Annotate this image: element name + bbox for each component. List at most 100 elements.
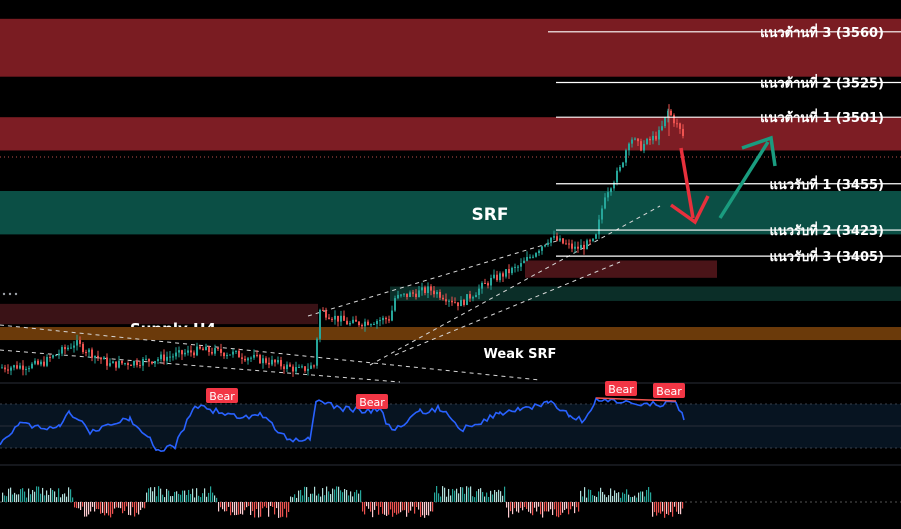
- histogram-bar: [298, 490, 300, 502]
- histogram-bar: [208, 492, 210, 502]
- candle-body: [226, 354, 228, 357]
- histogram-bar: [270, 502, 272, 507]
- candle-body: [298, 366, 300, 368]
- candle-body: [238, 350, 240, 358]
- candle-body: [22, 365, 24, 370]
- candle-body: [397, 294, 399, 299]
- histogram-bar: [314, 486, 316, 502]
- histogram-bar: [502, 495, 504, 502]
- trendline-4: [394, 261, 621, 356]
- candle-body: [181, 350, 183, 355]
- level-label-4: แนวรับที่ 2 (3423): [769, 221, 884, 239]
- candle-body: [286, 364, 288, 370]
- histogram-bar: [638, 492, 640, 502]
- candle-body: [43, 361, 45, 366]
- histogram-bar: [234, 502, 236, 516]
- candle-body: [655, 135, 657, 140]
- histogram-bar: [398, 502, 400, 514]
- candle-body: [637, 138, 639, 142]
- candle-body: [394, 298, 396, 311]
- candle-body: [529, 256, 531, 258]
- histogram-bar: [244, 502, 246, 511]
- histogram-bar: [424, 502, 426, 518]
- histogram-bar: [486, 492, 488, 502]
- histogram-bar: [412, 502, 414, 507]
- histogram-bar: [674, 502, 676, 507]
- more-options-dots[interactable]: [2, 292, 18, 296]
- candle-body: [496, 274, 498, 281]
- histogram-bar: [216, 497, 218, 502]
- histogram-bar: [130, 502, 132, 516]
- candle-body: [664, 117, 666, 127]
- level-label-1: แนวต้านที่ 2 (3525): [760, 73, 884, 91]
- histogram-bar: [640, 491, 642, 502]
- histogram-bar: [178, 493, 180, 502]
- candle-body: [61, 347, 63, 354]
- histogram-bar: [100, 502, 102, 514]
- candle-body: [331, 318, 333, 320]
- histogram-bar: [134, 502, 136, 517]
- histogram-bar: [598, 491, 600, 502]
- histogram-bar: [460, 487, 462, 502]
- candle-body: [340, 315, 342, 322]
- histogram-bar: [38, 486, 40, 502]
- histogram-bar: [294, 494, 296, 502]
- candle-body: [490, 277, 492, 286]
- candle-body: [541, 246, 543, 251]
- candle-body: [40, 361, 42, 365]
- candle-body: [310, 365, 312, 369]
- candle-body: [544, 244, 546, 247]
- histogram-bar: [186, 494, 188, 502]
- histogram-bar: [566, 502, 568, 509]
- candle-body: [613, 182, 615, 189]
- histogram-bar: [462, 487, 464, 502]
- candle-body: [253, 354, 255, 358]
- candle-body: [553, 236, 555, 238]
- histogram-bar: [102, 502, 104, 513]
- candle-body: [85, 352, 87, 354]
- histogram-bar: [594, 495, 596, 502]
- candle-body: [16, 365, 18, 369]
- histogram-bar: [624, 493, 626, 502]
- histogram-bar: [570, 502, 572, 510]
- histogram-bar: [498, 489, 500, 502]
- candle-body: [292, 366, 294, 372]
- histogram-bar: [618, 492, 620, 502]
- histogram-bar: [84, 502, 86, 517]
- histogram-bar: [600, 487, 602, 502]
- candle-body: [358, 321, 360, 326]
- histogram-bar: [200, 497, 202, 502]
- bear-tag-label-0: Bear: [209, 390, 235, 403]
- candle-body: [127, 363, 129, 366]
- candle-body: [463, 299, 465, 305]
- histogram-bar: [290, 496, 292, 502]
- histogram-bar: [252, 502, 254, 512]
- histogram-bar: [472, 496, 474, 502]
- candle-body: [13, 365, 15, 368]
- candle-body: [523, 260, 525, 264]
- histogram-bar: [540, 502, 542, 515]
- candle-body: [91, 349, 93, 358]
- candle-body: [160, 354, 162, 360]
- bear-tag-label-1: Bear: [359, 396, 385, 409]
- histogram-bar: [40, 493, 42, 502]
- histogram-bar: [292, 497, 294, 502]
- histogram-bar: [120, 502, 122, 509]
- candle-body: [223, 352, 225, 357]
- histogram-bar: [344, 489, 346, 502]
- histogram-bar: [54, 491, 56, 502]
- histogram-bar: [260, 502, 262, 517]
- candle-body: [109, 363, 111, 366]
- histogram-bar: [30, 494, 32, 502]
- histogram-bar: [680, 502, 682, 515]
- histogram-bar: [370, 502, 372, 512]
- histogram-panel: [0, 464, 901, 518]
- histogram-bar: [436, 486, 438, 502]
- histogram-bar: [386, 502, 388, 516]
- histogram-bar: [450, 495, 452, 502]
- histogram-bar: [622, 492, 624, 502]
- candle-body: [115, 361, 117, 368]
- histogram-bar: [66, 496, 68, 502]
- candle-body: [574, 246, 576, 249]
- zone-0: [0, 18, 901, 77]
